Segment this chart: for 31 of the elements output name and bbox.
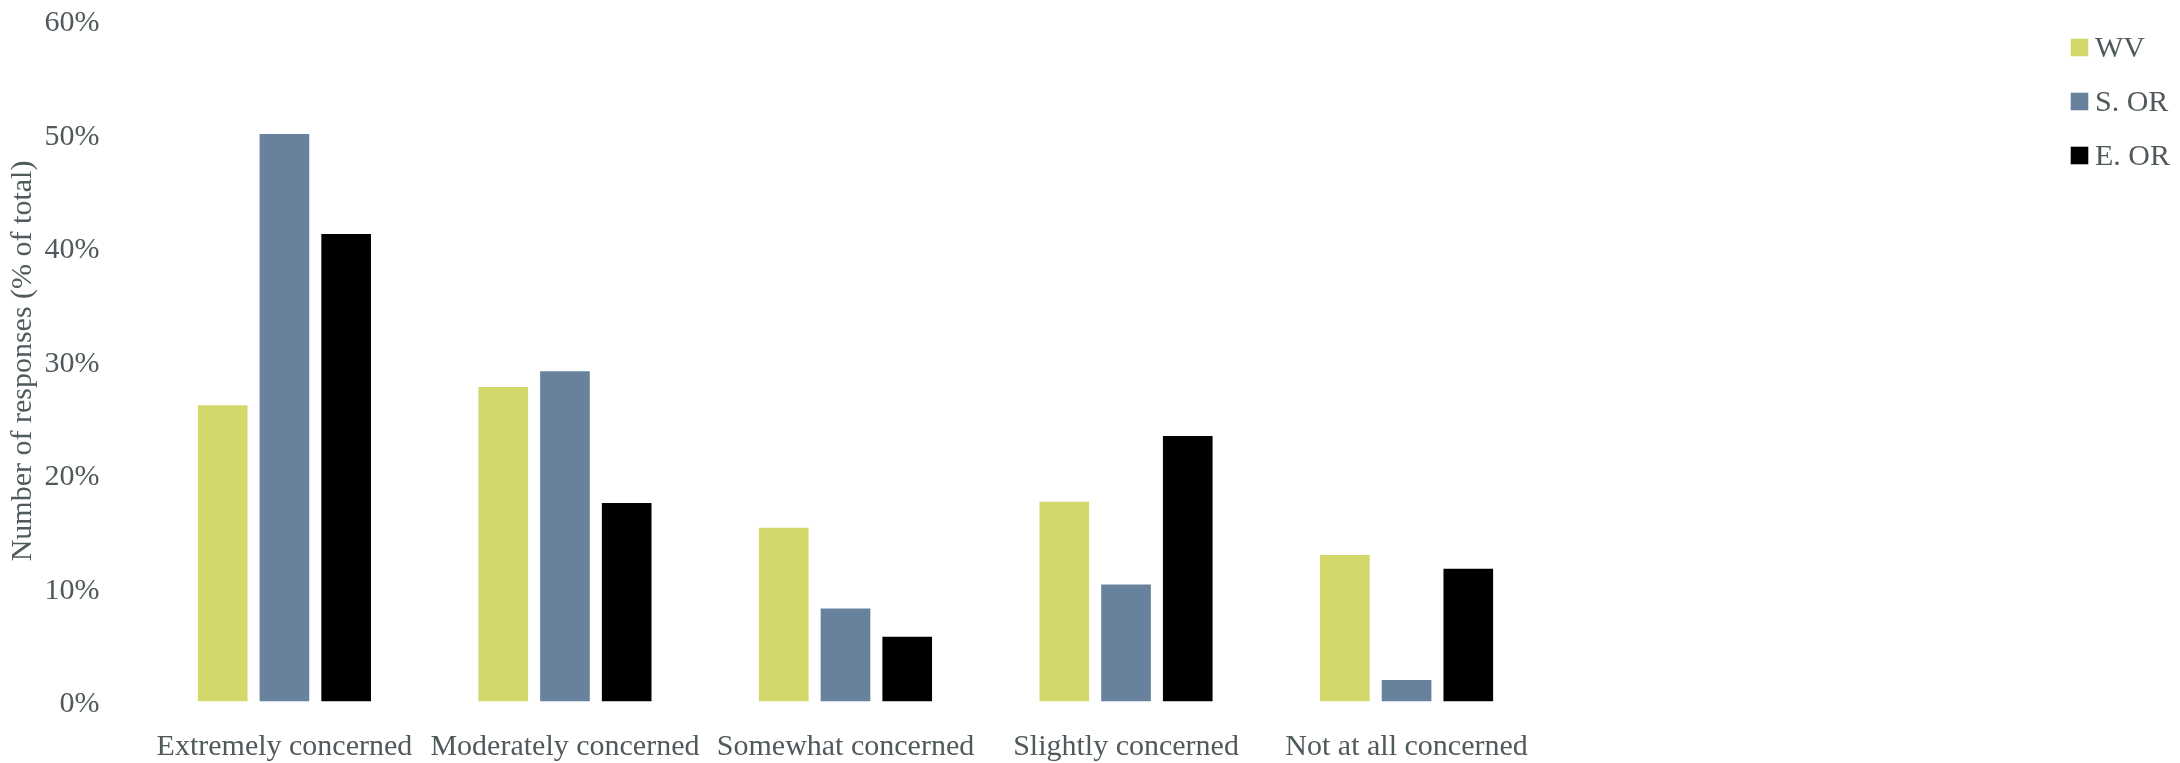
bar — [758, 527, 809, 702]
y-tick-label: 30% — [44, 344, 100, 378]
bar — [321, 233, 371, 702]
y-tick-label: 20% — [44, 458, 100, 491]
x-tick-label: Not at all concerned — [1285, 727, 1528, 761]
bar — [1162, 435, 1213, 702]
y-tick-label: 0% — [59, 685, 100, 718]
x-tick-label: Slightly concerned — [1013, 727, 1239, 761]
y-tick-label: 60% — [44, 4, 100, 37]
bar — [259, 134, 310, 702]
bar — [820, 608, 871, 702]
x-tick-label: Somewhat concerned — [716, 727, 975, 761]
y-tick-label: 40% — [44, 231, 100, 264]
y-axis-title: Number of responses (% of total) — [3, 160, 38, 562]
bar — [1320, 555, 1370, 702]
y-tick-label: 10% — [44, 571, 100, 605]
bar — [540, 371, 590, 702]
bar — [1039, 501, 1090, 702]
bar — [478, 387, 529, 702]
x-tick-label: Extremely concerned — [156, 727, 413, 761]
legend-label: E. OR — [2095, 138, 2170, 172]
bar — [1381, 679, 1432, 702]
legend-label: WV — [2095, 30, 2145, 64]
x-tick-label: Moderately concerned — [430, 727, 700, 761]
bar — [1101, 584, 1151, 702]
legend-label: S. OR — [2095, 84, 2169, 118]
y-tick-label: 50% — [44, 117, 100, 151]
bar — [1443, 568, 1494, 702]
bar — [197, 405, 248, 702]
bar — [882, 636, 933, 702]
bar — [601, 502, 652, 702]
